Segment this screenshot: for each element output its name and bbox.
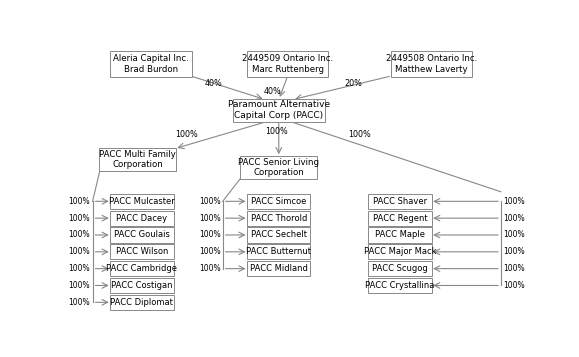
Text: 100%: 100% — [199, 213, 221, 223]
Text: 100%: 100% — [69, 298, 90, 307]
FancyBboxPatch shape — [99, 148, 176, 171]
Text: 100%: 100% — [69, 247, 90, 256]
FancyBboxPatch shape — [368, 244, 431, 260]
Text: PACC Major Mack: PACC Major Mack — [364, 247, 436, 256]
Text: 100%: 100% — [69, 197, 90, 206]
Text: 100%: 100% — [199, 264, 221, 273]
Text: PACC Midland: PACC Midland — [250, 264, 307, 273]
Text: 100%: 100% — [265, 127, 288, 136]
Text: 100%: 100% — [69, 213, 90, 223]
Text: 100%: 100% — [199, 231, 221, 240]
Text: 100%: 100% — [503, 197, 525, 206]
Text: 2449509 Ontario Inc.
Marc Ruttenberg: 2449509 Ontario Inc. Marc Ruttenberg — [242, 54, 334, 74]
FancyBboxPatch shape — [110, 211, 174, 226]
FancyBboxPatch shape — [368, 261, 431, 276]
FancyBboxPatch shape — [110, 227, 174, 242]
Text: 100%: 100% — [69, 281, 90, 290]
Text: 100%: 100% — [69, 231, 90, 240]
Text: PACC Butternut: PACC Butternut — [246, 247, 312, 256]
FancyBboxPatch shape — [247, 211, 310, 226]
Text: 100%: 100% — [175, 130, 198, 139]
Text: PACC Shaver: PACC Shaver — [373, 197, 427, 206]
Text: PACC Crystallina: PACC Crystallina — [365, 281, 435, 290]
Text: 20%: 20% — [344, 79, 362, 88]
Text: 100%: 100% — [503, 264, 525, 273]
FancyBboxPatch shape — [247, 227, 310, 242]
FancyBboxPatch shape — [110, 194, 174, 209]
Text: Aleria Capital Inc.
Brad Burdon: Aleria Capital Inc. Brad Burdon — [113, 54, 189, 74]
Text: 40%: 40% — [205, 79, 222, 88]
FancyBboxPatch shape — [391, 51, 472, 77]
Text: PACC Simcoe: PACC Simcoe — [251, 197, 306, 206]
FancyBboxPatch shape — [247, 244, 310, 260]
Text: 100%: 100% — [503, 213, 525, 223]
Text: 100%: 100% — [503, 247, 525, 256]
Text: 100%: 100% — [503, 231, 525, 240]
FancyBboxPatch shape — [368, 194, 431, 209]
FancyBboxPatch shape — [247, 194, 310, 209]
Text: PACC Costigan: PACC Costigan — [111, 281, 173, 290]
FancyBboxPatch shape — [233, 99, 325, 121]
Text: PACC Maple: PACC Maple — [375, 231, 425, 240]
Text: PACC Senior Living
Corporation: PACC Senior Living Corporation — [239, 158, 319, 177]
Text: PACC Dacey: PACC Dacey — [116, 213, 167, 223]
FancyBboxPatch shape — [110, 51, 192, 77]
Text: 100%: 100% — [503, 281, 525, 290]
Text: 40%: 40% — [264, 87, 282, 96]
Text: 100%: 100% — [199, 247, 221, 256]
FancyBboxPatch shape — [240, 156, 317, 179]
FancyBboxPatch shape — [247, 261, 310, 276]
Text: PACC Goulais: PACC Goulais — [114, 231, 170, 240]
Text: PACC Cambridge: PACC Cambridge — [107, 264, 177, 273]
Text: 2449508 Ontario Inc.
Matthew Laverty: 2449508 Ontario Inc. Matthew Laverty — [386, 54, 477, 74]
Text: PACC Diplomat: PACC Diplomat — [111, 298, 173, 307]
Text: PACC Wilson: PACC Wilson — [116, 247, 168, 256]
Text: Paramount Alternative
Capital Corp (PACC): Paramount Alternative Capital Corp (PACC… — [228, 100, 330, 120]
FancyBboxPatch shape — [368, 278, 431, 293]
FancyBboxPatch shape — [368, 211, 431, 226]
Text: PACC Regent: PACC Regent — [373, 213, 427, 223]
FancyBboxPatch shape — [110, 278, 174, 293]
Text: PACC Multi Family
Corporation: PACC Multi Family Corporation — [99, 150, 176, 169]
Text: PACC Mulcaster: PACC Mulcaster — [109, 197, 175, 206]
Text: PACC Scugog: PACC Scugog — [372, 264, 428, 273]
Text: PACC Sechelt: PACC Sechelt — [251, 231, 307, 240]
FancyBboxPatch shape — [110, 244, 174, 260]
FancyBboxPatch shape — [247, 51, 328, 77]
FancyBboxPatch shape — [110, 295, 174, 310]
FancyBboxPatch shape — [110, 261, 174, 276]
FancyBboxPatch shape — [368, 227, 431, 242]
Text: PACC Thorold: PACC Thorold — [251, 213, 307, 223]
Text: 100%: 100% — [199, 197, 221, 206]
Text: 100%: 100% — [348, 130, 371, 139]
Text: 100%: 100% — [69, 264, 90, 273]
